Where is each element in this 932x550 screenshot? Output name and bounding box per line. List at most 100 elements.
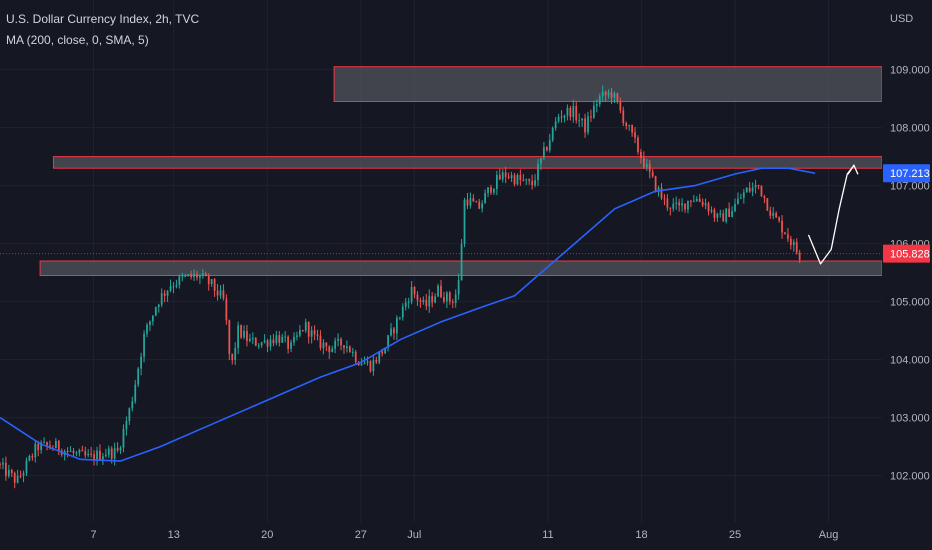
candle-body — [128, 408, 131, 421]
candle-body — [769, 210, 772, 216]
candle-body — [16, 475, 19, 483]
candle-body — [595, 104, 598, 106]
candle-body — [640, 151, 642, 158]
candle-body — [102, 456, 104, 460]
candle-body — [487, 187, 489, 194]
candle-body — [692, 200, 695, 202]
candle-body — [466, 199, 469, 206]
candle-body — [663, 198, 666, 200]
candle-body — [78, 449, 81, 453]
candle-body — [760, 185, 763, 197]
candle-body — [181, 276, 184, 278]
candle-body — [284, 336, 287, 338]
candle-body — [84, 451, 87, 456]
candle-body — [551, 127, 554, 141]
candle-body — [37, 443, 40, 451]
candle-body — [584, 118, 586, 133]
candle-body — [266, 340, 269, 347]
candle-body — [772, 212, 775, 216]
candle-body — [257, 345, 260, 347]
candle-body — [328, 346, 331, 353]
candle-body — [201, 273, 204, 276]
candle-body — [463, 199, 466, 245]
candle-body — [204, 273, 207, 276]
candle-body — [513, 175, 516, 185]
ma-value-badge-background — [883, 164, 930, 183]
candle-body — [251, 337, 254, 339]
candle-body — [228, 320, 231, 354]
candle-body — [775, 212, 778, 218]
candle-body — [151, 315, 154, 322]
candle-body — [613, 93, 616, 98]
candle-body — [739, 197, 742, 199]
candle-body — [184, 275, 187, 277]
candle-body — [519, 175, 522, 180]
x-tick-label: 13 — [168, 529, 180, 541]
y-tick-label: 102.000 — [890, 471, 930, 483]
candle-body — [669, 207, 672, 209]
y-tick-label: 109.000 — [890, 65, 930, 77]
candle-body — [525, 179, 528, 181]
candle-body — [701, 201, 704, 206]
candle-body — [31, 455, 34, 458]
candle-body — [545, 147, 548, 151]
candle-body — [116, 448, 119, 451]
candle-body — [222, 290, 225, 299]
candle-body — [560, 116, 563, 118]
candle-body — [234, 347, 237, 360]
candle-body — [751, 187, 754, 192]
candle-body — [425, 299, 428, 307]
candle-body — [416, 294, 419, 301]
candle-body — [351, 351, 354, 353]
y-tick-label: 105.000 — [890, 297, 930, 309]
candle-body — [178, 276, 181, 285]
candle-body — [501, 172, 504, 180]
candle-body — [337, 338, 339, 341]
candle-body — [695, 198, 698, 201]
candle-body — [654, 176, 657, 192]
candle-body — [440, 285, 442, 298]
candle-body — [437, 285, 439, 297]
candle-body — [725, 208, 728, 222]
candle-body — [410, 287, 413, 302]
candle-body — [4, 462, 7, 476]
candle-body — [401, 306, 404, 318]
x-tick-label: 11 — [542, 529, 553, 541]
candle-body — [378, 351, 381, 363]
candle-body — [354, 351, 357, 363]
candle-body — [622, 110, 625, 123]
candle-body — [325, 342, 328, 347]
candle-body — [675, 202, 678, 204]
candle-body — [434, 296, 437, 303]
candle-body — [648, 163, 651, 172]
x-tick-label: Jul — [407, 529, 421, 541]
ma-value-badge: 107.213 — [890, 168, 930, 180]
candle-body — [734, 203, 736, 212]
candle-body — [457, 280, 460, 295]
candle-body — [72, 450, 75, 453]
candle-body — [784, 232, 786, 235]
candle-body — [166, 290, 169, 296]
candle-body — [249, 338, 251, 341]
candle-body — [269, 339, 272, 347]
candle-body — [763, 196, 766, 199]
candle-body — [795, 242, 798, 253]
candle-body — [225, 298, 228, 321]
candle-body — [610, 92, 613, 98]
candle-body — [316, 334, 319, 336]
candle-body — [778, 217, 780, 221]
candle-body — [507, 176, 510, 179]
candle-body — [719, 213, 722, 215]
candle-body — [713, 209, 716, 218]
candle-body — [540, 158, 542, 164]
moving-average-line — [0, 167, 816, 462]
candle-body — [175, 284, 178, 287]
candle-body — [169, 286, 172, 291]
candle-body — [387, 335, 389, 348]
candle-body — [0, 464, 1, 465]
y-tick-label: 103.000 — [890, 413, 930, 425]
candle-body — [157, 304, 160, 308]
candle-body — [384, 347, 387, 354]
candle-body — [563, 115, 566, 118]
